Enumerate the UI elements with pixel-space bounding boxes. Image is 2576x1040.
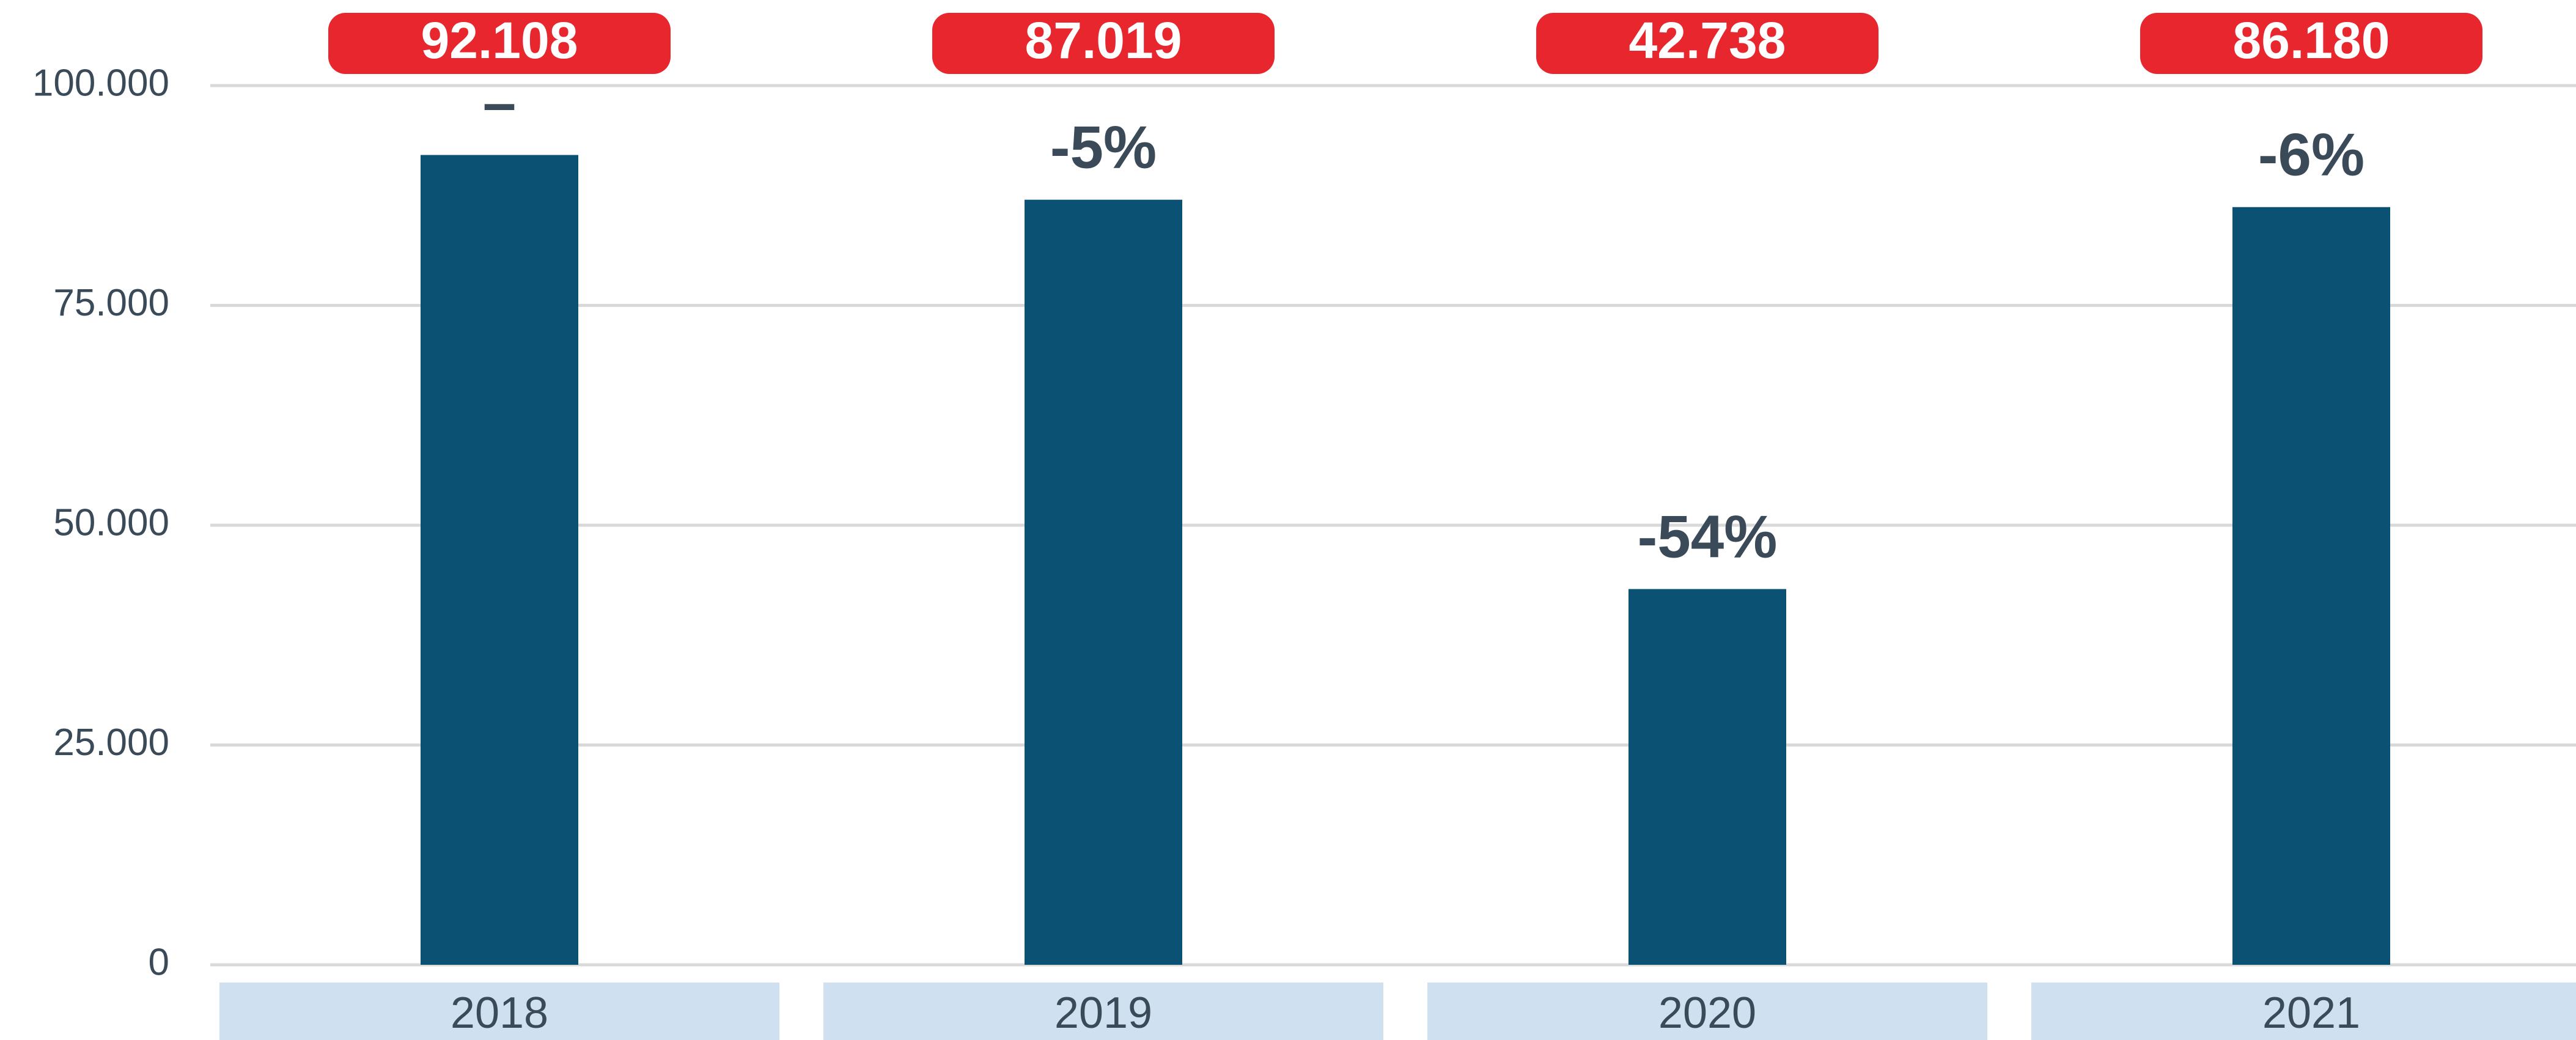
change-label: -6% [2258,121,2364,188]
value-label: 86.180 [2233,12,2390,69]
category-box [219,983,779,1040]
change-label: -54% [1638,503,1778,570]
x-tick-label: 2020 [1658,989,1756,1038]
value-label: 42.738 [1629,12,1786,69]
value-label-box [2140,13,2482,74]
category-box [2031,983,2576,1040]
change-label: -5% [1050,114,1157,181]
change-label: – [483,68,517,136]
value-label-box [328,13,671,74]
y-tick-label: 25.000 [53,721,169,764]
x-tick-label: 2018 [451,989,548,1038]
value-label: 87.019 [1025,12,1182,69]
y-tick-label: 75.000 [53,282,169,324]
y-tick-label: 50.000 [53,501,169,544]
y-tick-label: 0 [149,941,169,983]
category-box [1427,983,1987,1040]
value-label-box [1536,13,1879,74]
category-box [823,983,1383,1040]
bar [1628,589,1786,965]
value-label-box [932,13,1275,74]
bar [421,155,578,965]
value-label: 92.108 [421,12,578,69]
bar [2232,207,2390,965]
x-tick-label: 2021 [2262,989,2360,1038]
x-tick-label: 2019 [1054,989,1152,1038]
bar [1025,199,1182,965]
y-tick-label: 100.000 [32,62,169,104]
